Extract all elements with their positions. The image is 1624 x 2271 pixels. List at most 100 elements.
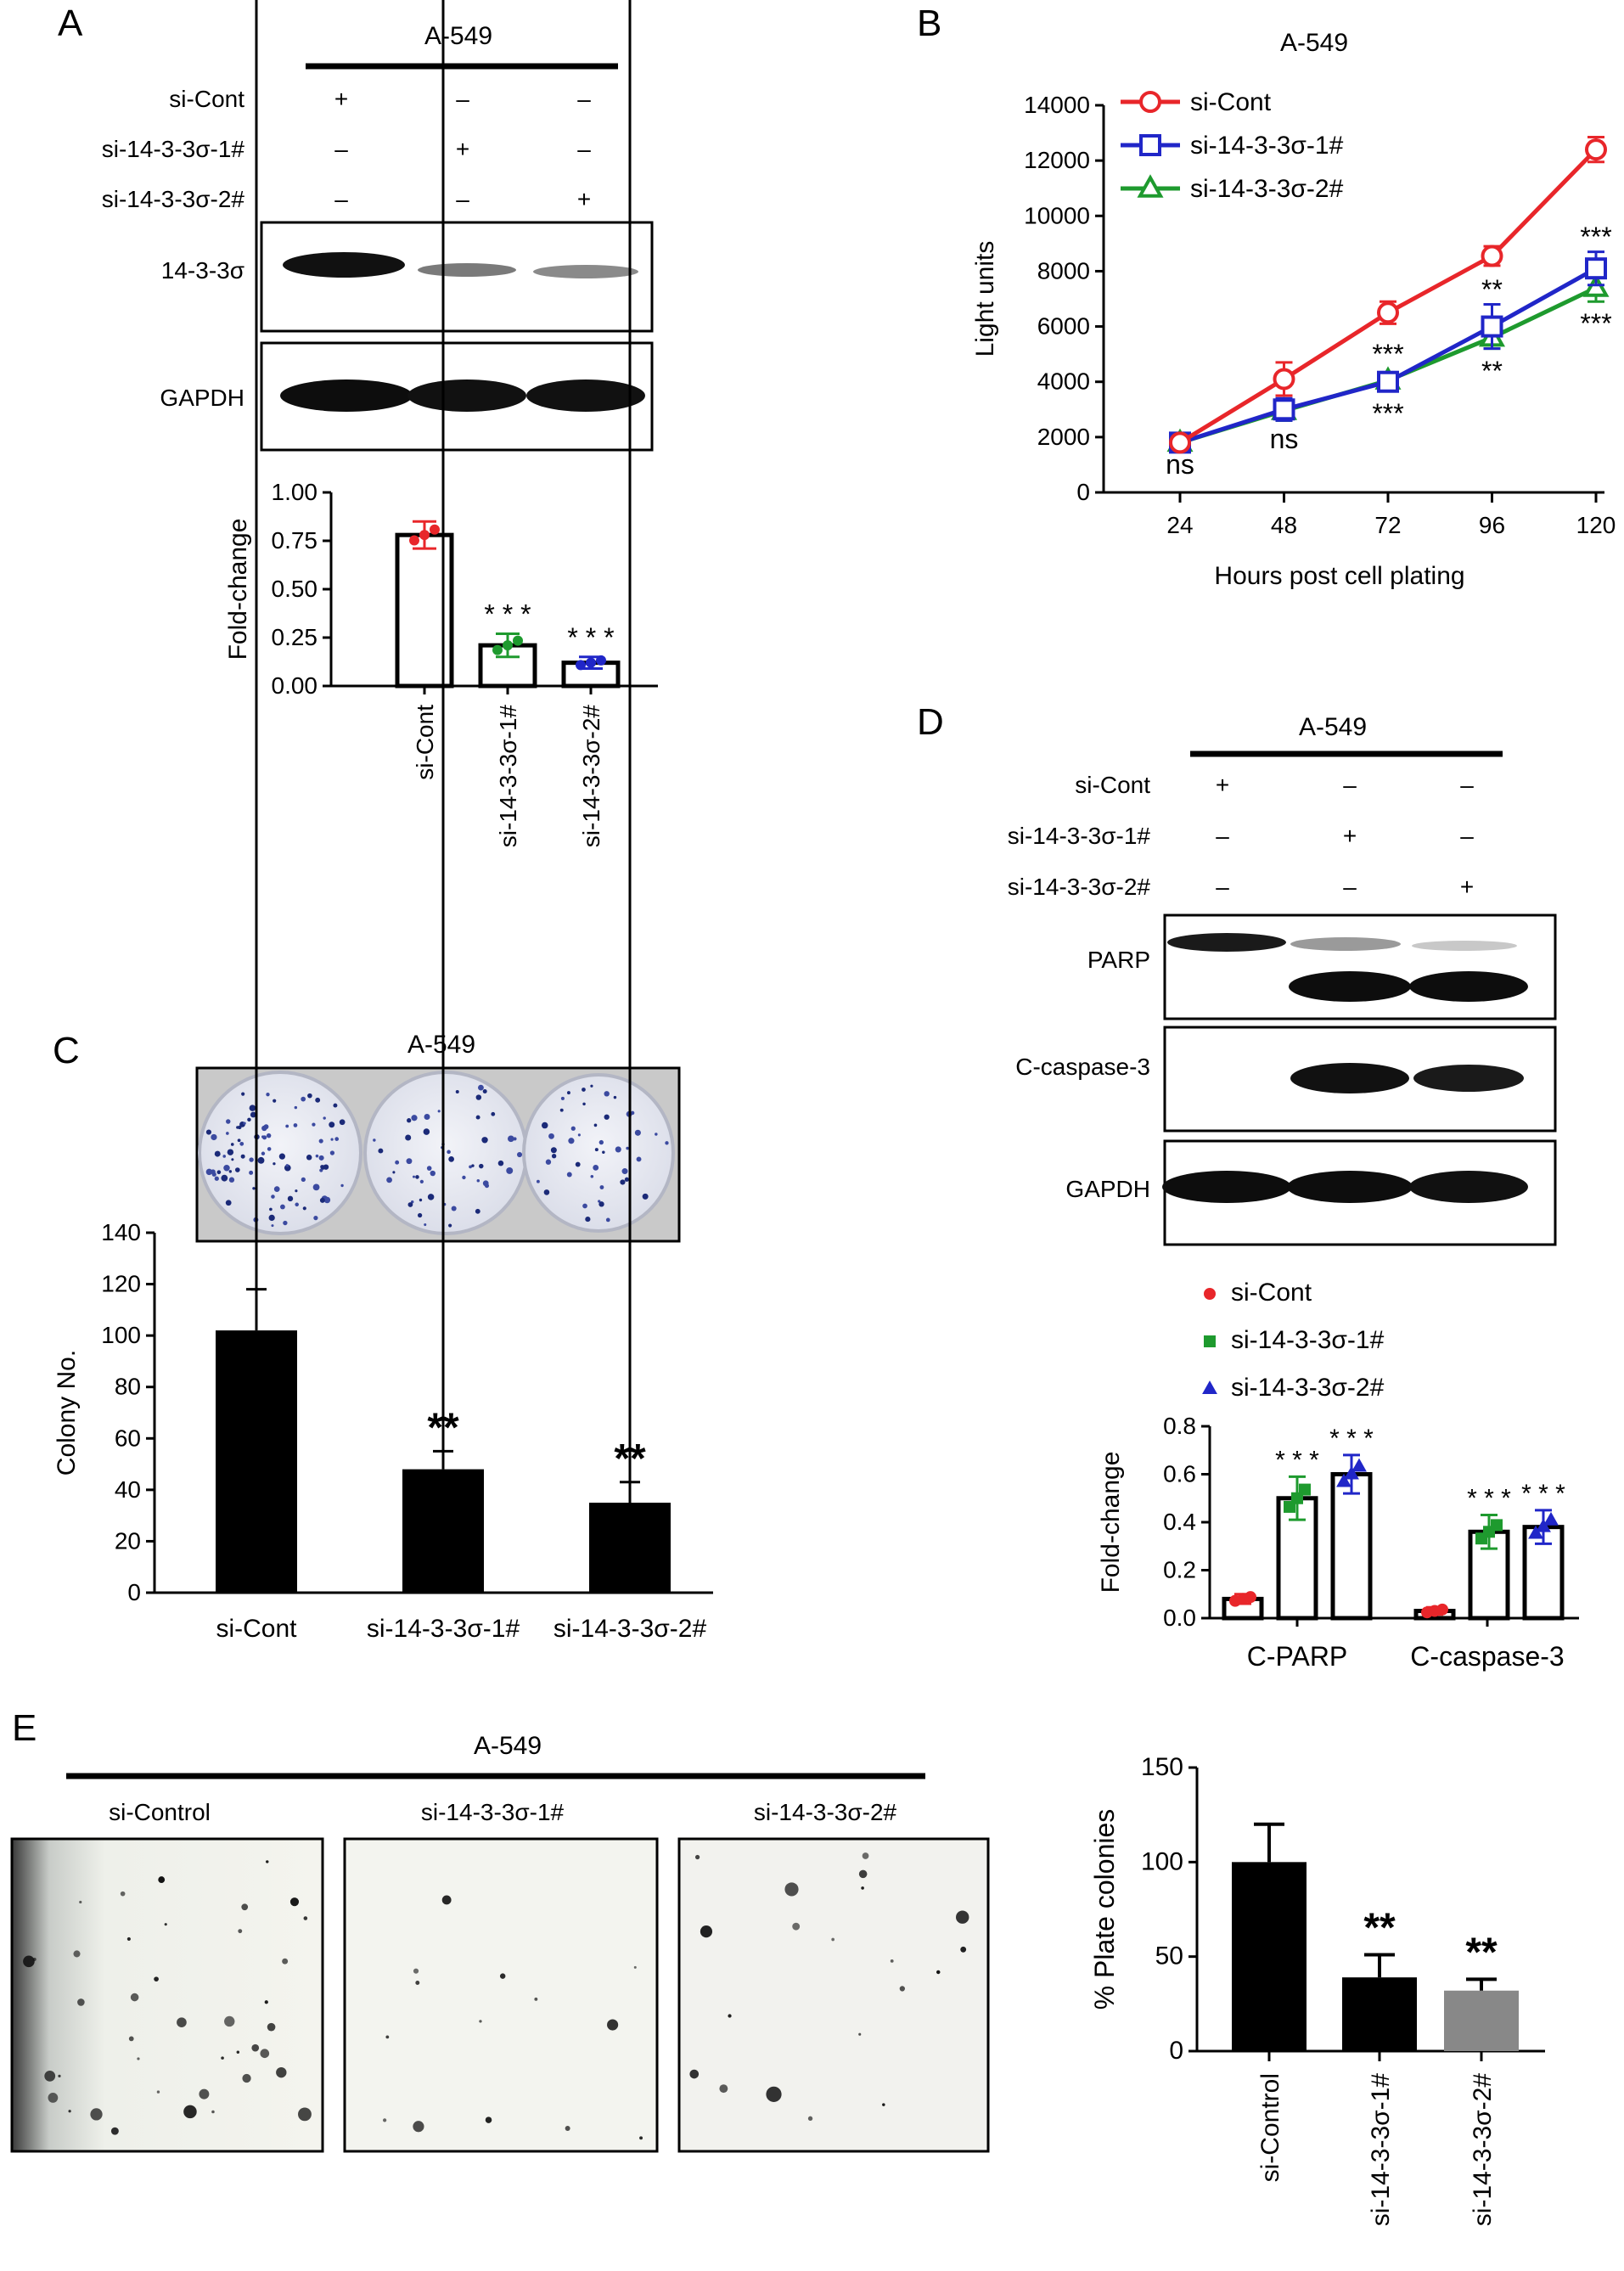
colony-dot bbox=[199, 2088, 210, 2100]
panel-d-mark: + bbox=[1216, 772, 1229, 798]
colony-dot bbox=[605, 1217, 610, 1223]
panel-a-row-label: si-14-3-3σ-2# bbox=[102, 186, 245, 212]
western-blot-image bbox=[260, 221, 654, 333]
significance-label: *** bbox=[1372, 398, 1403, 429]
data-point bbox=[1585, 138, 1607, 161]
colony-dot bbox=[899, 1986, 905, 1992]
colony-dot bbox=[585, 1216, 591, 1223]
colony-dot bbox=[285, 1164, 289, 1167]
y-tick-label: 0.50 bbox=[272, 576, 318, 602]
y-tick-label: 0.0 bbox=[1163, 1605, 1196, 1631]
data-point bbox=[1481, 245, 1503, 267]
data-point bbox=[1536, 1518, 1551, 1532]
colony-dot bbox=[238, 1929, 243, 1934]
bar bbox=[1330, 1472, 1373, 1621]
colony-dot bbox=[318, 1138, 323, 1144]
y-tick-label: 20 bbox=[115, 1527, 141, 1554]
colony-dot bbox=[312, 1183, 320, 1191]
colony-dot bbox=[252, 1187, 256, 1190]
colony-dot bbox=[110, 2127, 119, 2135]
panel-e: E A-549 si-Control si-14-3-3σ-1# si-14-3… bbox=[10, 1707, 1545, 2226]
colony-dot bbox=[506, 1166, 514, 1174]
y-axis-label: Fold-change bbox=[224, 519, 252, 661]
colony-dot bbox=[858, 2032, 862, 2036]
x-tick-label: si-14-3-3σ-1# bbox=[495, 705, 521, 848]
colony-dot bbox=[340, 1183, 344, 1188]
colony-dot bbox=[469, 1165, 472, 1169]
colony-dot bbox=[541, 1121, 548, 1129]
colony-dot bbox=[177, 2017, 187, 2027]
panel-d-mark: – bbox=[1460, 823, 1474, 849]
data-point bbox=[1273, 368, 1295, 391]
panel-d-mark: + bbox=[1343, 823, 1357, 849]
colony-dot bbox=[224, 2015, 235, 2027]
x-tick-label: si-Cont bbox=[412, 705, 438, 780]
colony-dot bbox=[295, 1202, 299, 1207]
y-tick-label: 8000 bbox=[1037, 257, 1090, 284]
x-tick-label: 24 bbox=[1166, 512, 1193, 538]
colony-dot bbox=[373, 1138, 376, 1142]
colony-dot bbox=[266, 1133, 272, 1138]
colony-dot bbox=[227, 1149, 234, 1155]
colony-dot bbox=[320, 1165, 324, 1169]
colony-dot bbox=[559, 1108, 564, 1112]
data-point bbox=[1169, 431, 1191, 454]
colony-dot bbox=[936, 1970, 941, 1975]
panel-a-blot-label: GAPDH bbox=[160, 385, 244, 411]
colony-dot bbox=[269, 1207, 273, 1211]
colony-dot bbox=[392, 1171, 396, 1174]
colony-dot bbox=[267, 2022, 276, 2032]
legend-label: si-14-3-3σ-1# bbox=[1231, 1326, 1385, 1354]
colony-dot bbox=[831, 1937, 835, 1942]
panel-e-letter: E bbox=[12, 1707, 37, 1749]
colony-dot bbox=[566, 1172, 572, 1178]
colony-dot bbox=[221, 2056, 224, 2060]
y-tick-label: 1.00 bbox=[272, 479, 318, 505]
colony-dot bbox=[441, 1895, 452, 1905]
data-point bbox=[1528, 1525, 1543, 1539]
panel-e-cell-line: A-549 bbox=[474, 1732, 542, 1760]
chart-e: 0 50 100 150 % Plate colonies si-Control si-14… bbox=[1089, 1753, 1545, 2226]
colony-dot bbox=[479, 1163, 484, 1169]
chart-d: 0.0 0.2 0.4 0.6 0.8 Fold-change C-PARP * * * * *… bbox=[1097, 1279, 1579, 1672]
y-tick-label: 40 bbox=[115, 1476, 141, 1503]
colony-dot bbox=[665, 1141, 669, 1145]
colony-dot bbox=[655, 1133, 658, 1136]
colony-dot bbox=[329, 1121, 335, 1128]
western-blot-image bbox=[1163, 913, 1557, 1020]
colony-dot bbox=[382, 2118, 387, 2122]
colony-dot bbox=[137, 2057, 140, 2060]
colony-dot bbox=[298, 2107, 312, 2122]
panel-d-mark: – bbox=[1343, 874, 1357, 900]
colony-dot bbox=[550, 1147, 557, 1154]
data-point bbox=[1377, 301, 1399, 324]
data-point bbox=[1491, 1519, 1503, 1532]
colony-dot bbox=[295, 1189, 298, 1193]
colony-dot bbox=[266, 1092, 270, 1097]
colony-dot bbox=[455, 1090, 459, 1094]
colony-dot bbox=[462, 1175, 466, 1180]
panel-a-mark: – bbox=[577, 136, 591, 162]
colony-dot bbox=[205, 1168, 213, 1176]
soft-agar-image bbox=[677, 1837, 990, 2153]
colony-dot bbox=[413, 2121, 424, 2133]
y-axis-label: Light units bbox=[971, 241, 999, 357]
colony-dot bbox=[407, 1118, 412, 1123]
colony-dot bbox=[243, 1121, 246, 1125]
colony-dot bbox=[319, 1168, 323, 1172]
colony-dot bbox=[73, 1950, 81, 1958]
colony-dot bbox=[689, 2069, 700, 2079]
data-point bbox=[1245, 1591, 1256, 1604]
colony-dot bbox=[222, 1155, 227, 1158]
colony-dot bbox=[607, 2019, 619, 2031]
significance-label: *** bbox=[1372, 339, 1403, 369]
colony-dot bbox=[249, 1105, 256, 1111]
y-tick-label: 0.2 bbox=[1163, 1557, 1196, 1583]
colony-dot bbox=[234, 1167, 240, 1172]
y-tick-label: 0.25 bbox=[272, 624, 318, 650]
colony-dot bbox=[419, 1179, 424, 1184]
significance-label: ** bbox=[1481, 274, 1503, 305]
colony-dot bbox=[590, 1174, 594, 1178]
colony-dot bbox=[419, 1198, 423, 1202]
bar bbox=[1342, 1977, 1417, 2051]
